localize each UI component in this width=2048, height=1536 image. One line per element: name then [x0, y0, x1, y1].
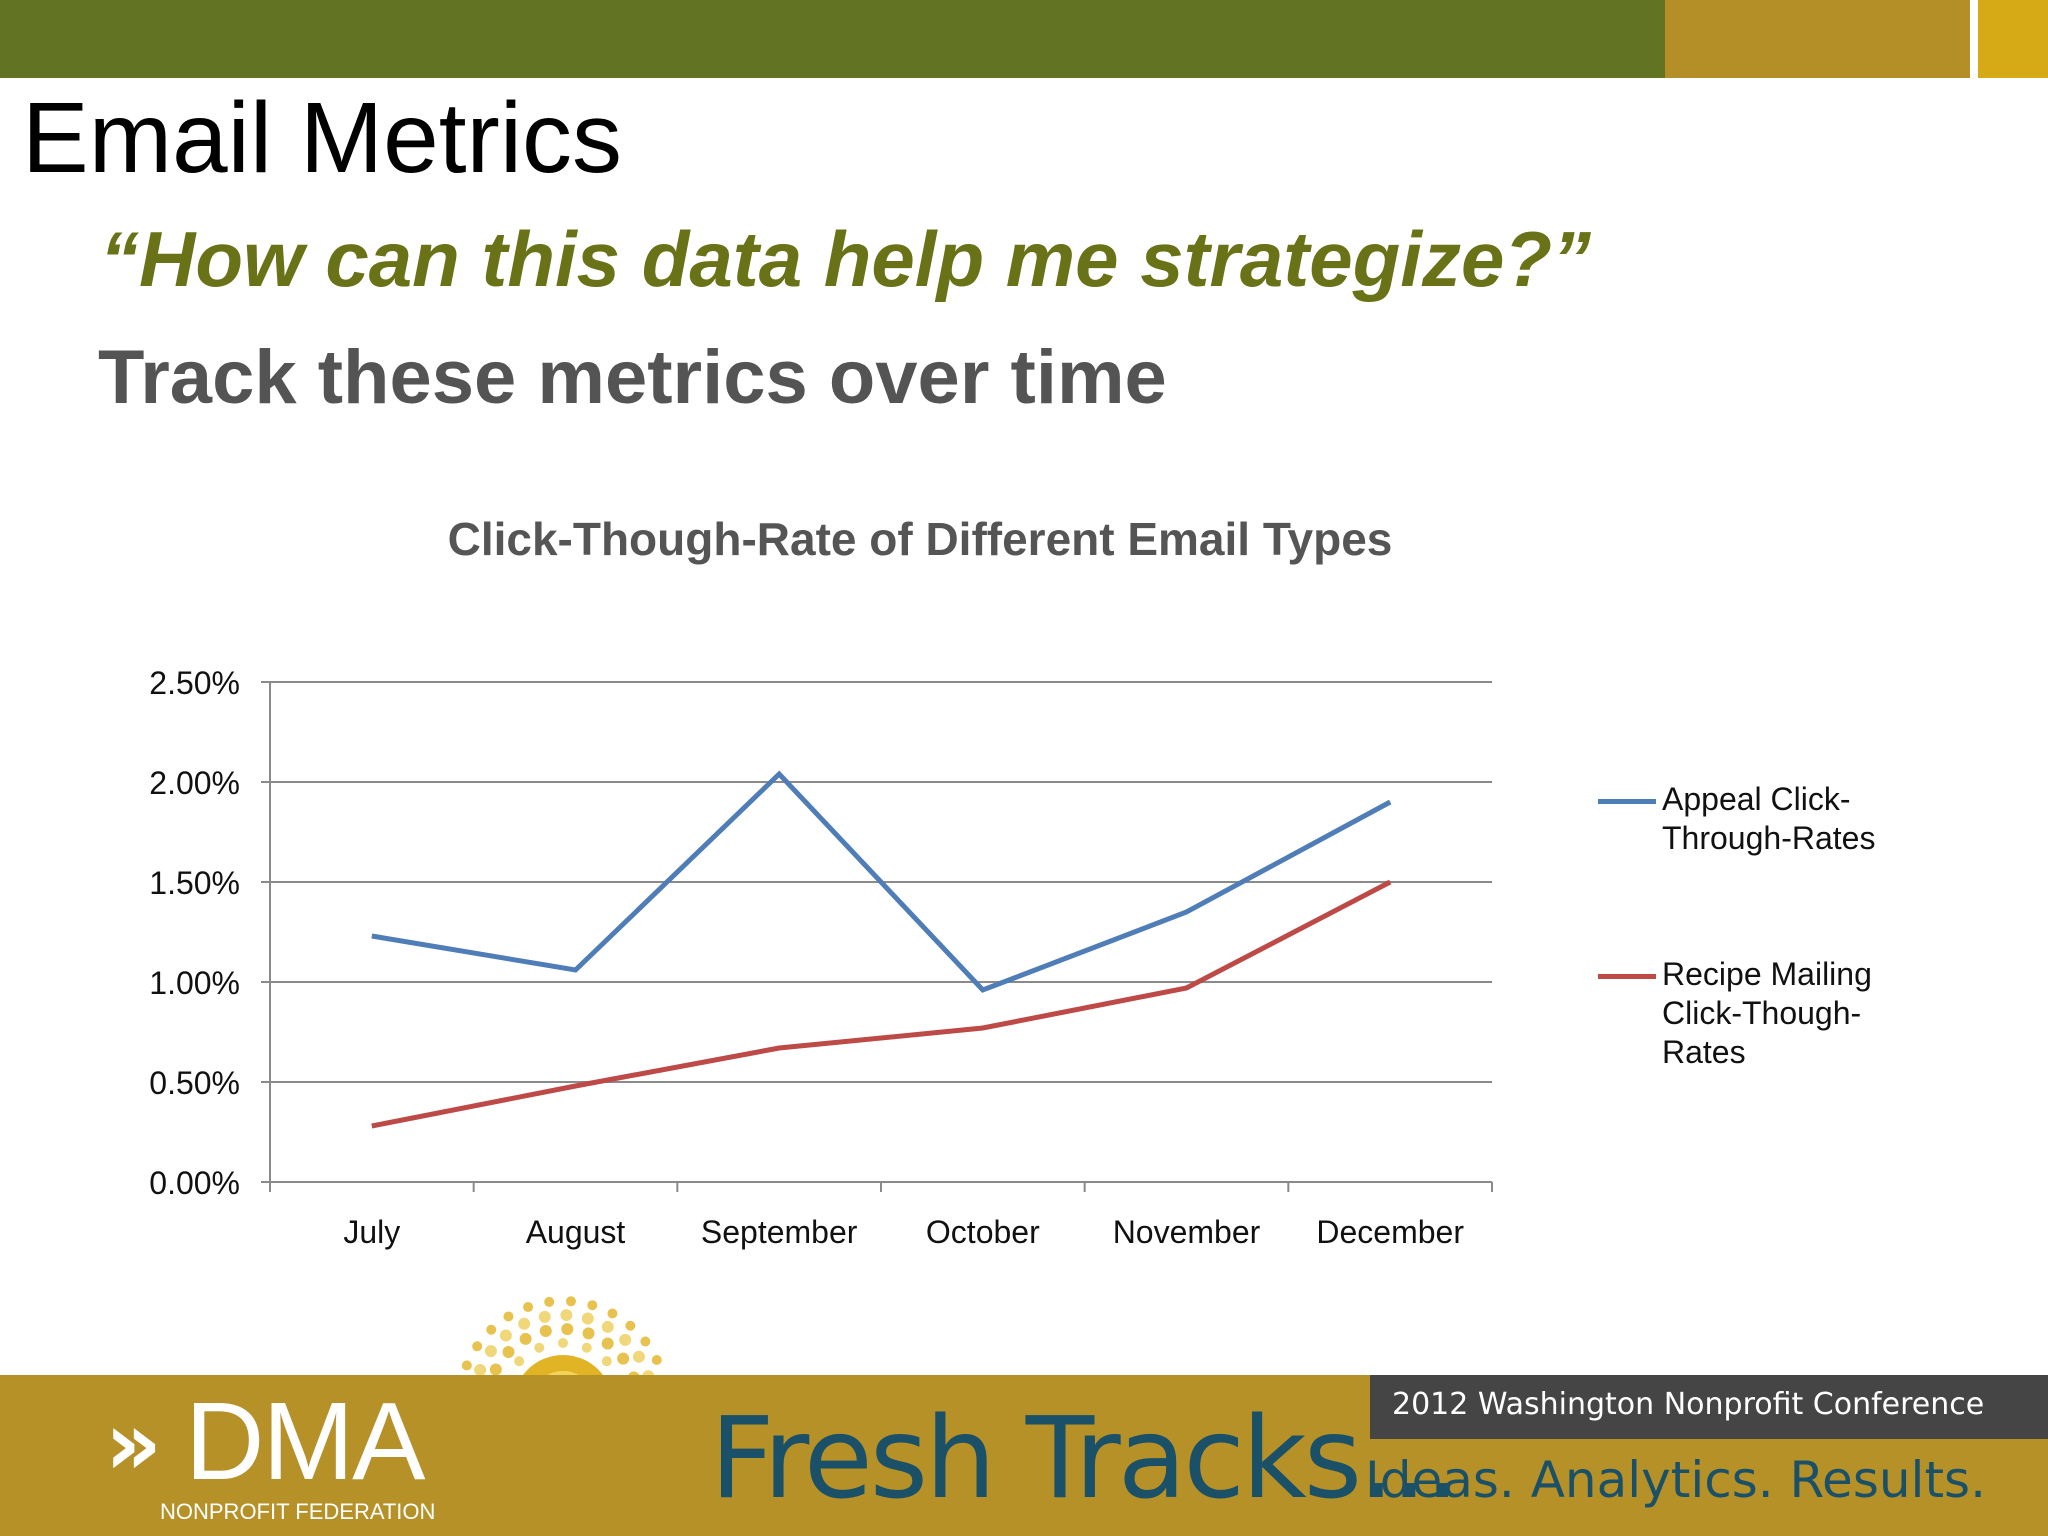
sunburst-dot [625, 1320, 636, 1331]
line-chart: 0.00% 0.50% 1.00% 1.50% 2.00% 2.50% July August… [149, 665, 1493, 1250]
x-tick-label: November [1113, 1214, 1261, 1250]
sunburst-dot [601, 1337, 614, 1350]
x-tick-label: August [526, 1214, 626, 1250]
sunburst-dot [539, 1324, 552, 1337]
sunburst-dot [651, 1355, 662, 1366]
sunburst-dot [489, 1363, 502, 1376]
sunburst-dot [472, 1341, 483, 1352]
x-tick-label: September [701, 1214, 858, 1250]
sunburst-dot [502, 1346, 515, 1359]
sunburst-dot [474, 1363, 487, 1376]
sunburst-dot [523, 1302, 534, 1313]
legend-label-recipe-line2: Click-Though- [1662, 995, 1862, 1031]
legend-item-recipe: Recipe Mailing Click-Though- Rates [1590, 955, 1950, 1075]
x-tick-label: July [343, 1214, 400, 1250]
y-tick-label: 1.50% [149, 865, 240, 901]
chart-title: Click-Though-Rate of Different Email Typ… [447, 513, 1393, 565]
series-line-1 [371, 879, 1392, 1129]
sunburst-dot [484, 1345, 497, 1358]
sunburst-dot [514, 1356, 525, 1367]
header-bar-green [0, 0, 1665, 78]
sunburst-dot [544, 1296, 555, 1307]
sunburst-dot [607, 1308, 618, 1319]
header-bar-gold [1665, 0, 1970, 78]
sunburst-dot [558, 1338, 568, 1348]
y-tick-label: 1.00% [149, 965, 240, 1001]
header-bar-yellow [1978, 0, 2048, 78]
sunburst-dot [640, 1336, 651, 1347]
dma-logo-subtext: NONPROFIT FEDERATION [160, 1499, 436, 1524]
slide-subtitle: Track these metrics over time [98, 335, 1167, 420]
header-bar [0, 0, 2048, 78]
legend-label-appeal-line1: Appeal Click- [1662, 781, 1851, 817]
conference-band [1370, 1375, 2048, 1439]
sunburst-dot [601, 1356, 612, 1367]
sunburst-dot [565, 1296, 576, 1307]
sunburst-dot [561, 1323, 574, 1336]
conference-name: 2012 Washington Nonprofit Conference [1392, 1387, 1985, 1422]
sunburst-dot [461, 1360, 472, 1371]
sunburst-dot [518, 1317, 531, 1330]
header-bar-gap [1970, 0, 1978, 78]
sunburst-dot [503, 1311, 514, 1322]
x-tick-label: December [1316, 1214, 1464, 1250]
x-tick-label: October [926, 1214, 1040, 1250]
legend-item-appeal: Appeal Click- Through-Rates [1590, 780, 1950, 860]
y-tick-label: 0.50% [149, 1065, 240, 1101]
sunburst-dot [519, 1332, 532, 1345]
legend-label-recipe-line1: Recipe Mailing [1662, 956, 1872, 992]
y-tick-label: 2.50% [149, 665, 240, 701]
legend-swatch-appeal [1598, 799, 1656, 804]
legend-label-recipe-line3: Rates [1662, 1034, 1746, 1070]
sunburst-dot [601, 1320, 614, 1333]
sunburst-dot [538, 1310, 551, 1323]
double-chevron-icon: » [105, 1392, 162, 1495]
sunburst-dot [617, 1352, 630, 1365]
sunburst-dot [632, 1350, 645, 1363]
series-line-0 [371, 770, 1392, 993]
sunburst-dot [581, 1342, 592, 1353]
sunburst-dot [619, 1333, 632, 1346]
sunburst-dot [534, 1342, 545, 1353]
sunburst-dot [581, 1312, 594, 1325]
brand-fresh-tracks: Fresh Tracks... [710, 1394, 1460, 1524]
legend-swatch-recipe [1598, 974, 1656, 979]
sunburst-dot [560, 1309, 573, 1322]
sunburst-dot [486, 1324, 497, 1335]
sunburst-dot [499, 1329, 512, 1342]
slide-title: Email Metrics [22, 82, 623, 194]
footer-bar: » DMA NONPROFIT FEDERATION Fresh Tracks.… [0, 1375, 2048, 1536]
tagline: Ideas. Analytics. Results. [1365, 1451, 1986, 1509]
sunburst-dot [587, 1300, 598, 1311]
sunburst-dot [582, 1327, 595, 1340]
y-tick-label: 0.00% [149, 1165, 240, 1201]
dma-logo: DMA [185, 1380, 425, 1503]
legend-label-appeal-line2: Through-Rates [1662, 820, 1876, 856]
y-tick-label: 2.00% [149, 765, 240, 801]
slide-quote: “How can this data help me strategize?” [100, 215, 1591, 303]
